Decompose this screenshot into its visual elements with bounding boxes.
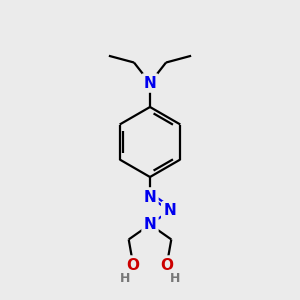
Text: O: O [160,257,173,272]
Text: H: H [169,272,180,284]
Text: O: O [127,257,140,272]
Text: N: N [144,217,156,232]
Text: N: N [144,190,156,205]
Text: N: N [163,203,176,218]
Text: N: N [144,76,156,91]
Text: H: H [120,272,130,284]
